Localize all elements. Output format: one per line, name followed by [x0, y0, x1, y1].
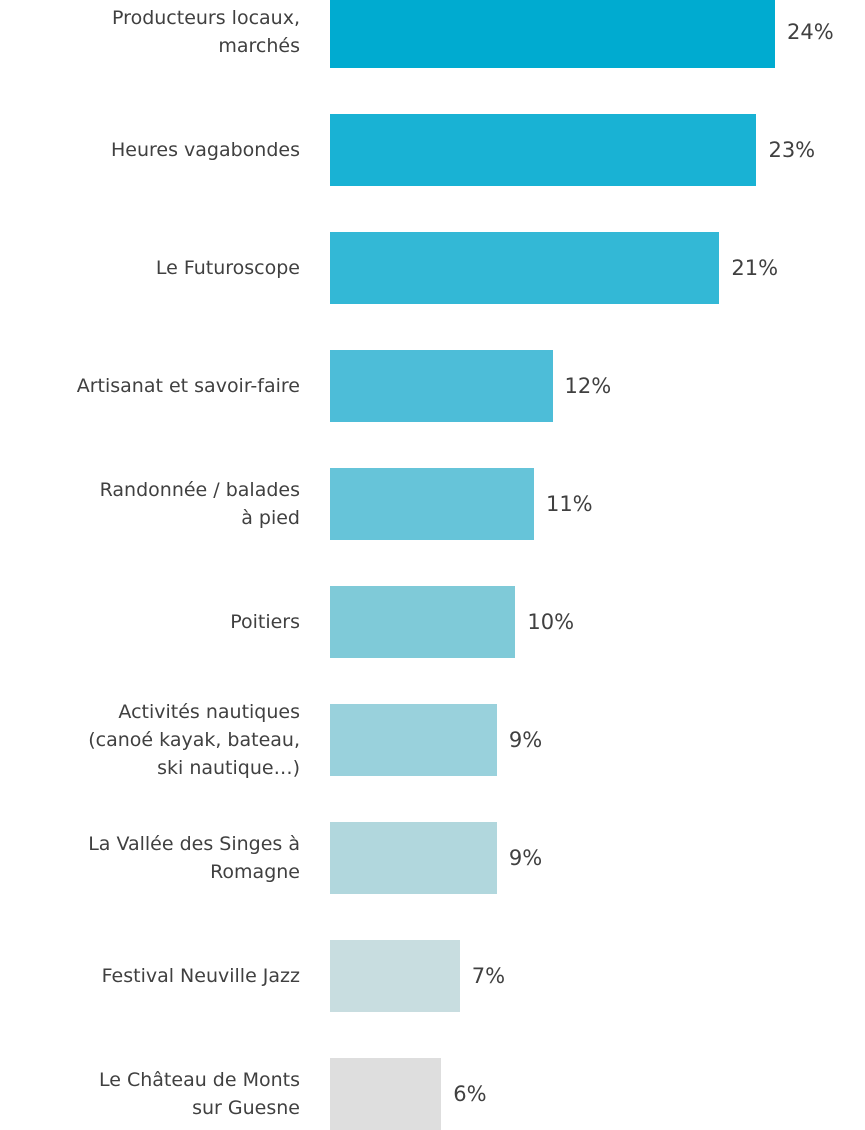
bar: [330, 114, 757, 186]
value-label: 9%: [508, 846, 543, 870]
category-label: Le Château de Monts sur Guesne: [99, 1069, 300, 1119]
bar: [330, 350, 553, 422]
value-label: 6%: [453, 1082, 487, 1106]
category-label: Randonnée / balades à pied: [99, 479, 300, 529]
bar: [330, 940, 460, 1012]
bar: [330, 822, 497, 894]
value-label: 24%: [787, 20, 834, 44]
bar: [330, 232, 720, 304]
bar: [330, 1058, 442, 1130]
bar: [330, 468, 534, 540]
category-label: Artisanat et savoir-faire: [76, 375, 300, 397]
category-label: Heures vagabondes: [110, 139, 300, 161]
bar: [330, 0, 775, 68]
category-label: Festival Neuville Jazz: [101, 965, 300, 987]
category-label: Producteurs locaux, marchés: [112, 7, 300, 57]
value-label: 9%: [508, 728, 543, 752]
category-label: Activités nautiques (canoé kayak, bateau…: [88, 701, 300, 779]
value-label: 7%: [471, 964, 506, 988]
value-label: 10%: [527, 610, 575, 634]
bar: [330, 586, 516, 658]
category-label: Poitiers: [230, 611, 300, 633]
bar: [330, 704, 497, 776]
value-label: 21%: [731, 256, 779, 280]
value-label: 23%: [768, 138, 816, 162]
value-label: 11%: [545, 492, 593, 516]
category-label: Le Futuroscope: [155, 257, 300, 279]
category-label: La Vallée des Singes à Romagne: [88, 833, 300, 883]
value-label: 12%: [564, 374, 612, 398]
